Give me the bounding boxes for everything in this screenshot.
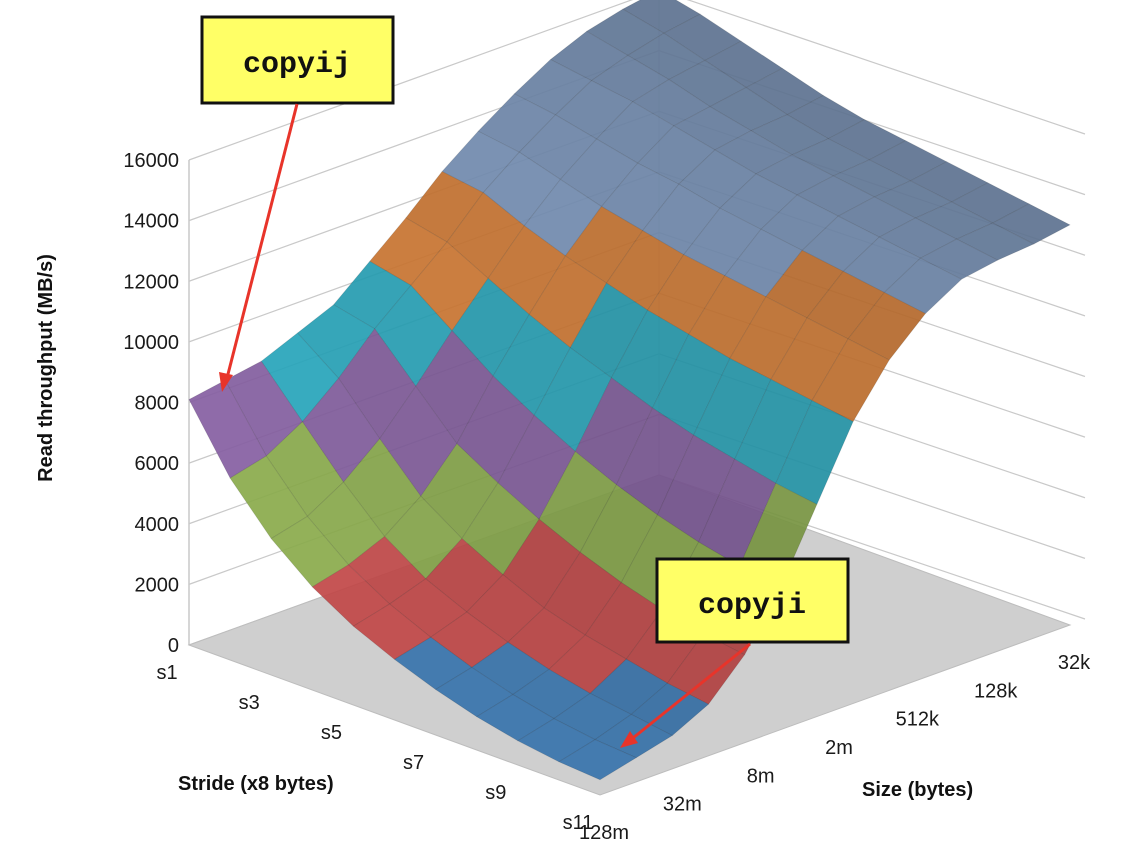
stride-tick-label: s7 [403,752,424,774]
copyij-arrow-head [219,372,233,392]
throughput-surface [188,0,1071,781]
stride-axis-title: Stride (x8 bytes) [178,773,334,795]
size-tick-label: 2m [825,737,853,759]
size-tick-label: 128k [974,680,1018,702]
copyji-arrow [627,642,751,744]
z-tick-label: 8000 [135,393,180,415]
size-tick-label: 512k [896,709,940,731]
surface-cell [558,739,638,781]
copyji-label: copyji [698,589,806,623]
copyji-arrow-head [620,731,638,748]
z-tick-label: 4000 [135,514,180,536]
size-axis-title: Size (bytes) [862,779,973,801]
z-tick-label: 0 [168,635,179,657]
copyij-label-box [200,15,395,105]
stride-tick-label: s9 [485,782,506,804]
size-tick-label: 32m [663,794,702,816]
z-tick-label: 14000 [123,211,179,233]
stride-tick-label: s3 [239,692,260,714]
z-tick-label: 12000 [123,271,179,293]
stride-tick-label: s5 [321,722,342,744]
copyij-callout: copyij [200,15,395,392]
copyij-label: copyij [243,48,351,82]
copyij-arrow [224,103,299,383]
size-tick-label: 32k [1058,652,1091,674]
size-tick-label: 128m [579,822,629,844]
stride-tick-label: s1 [156,662,177,684]
stride-tick-label: s11 [563,812,594,834]
z-tick-label: 2000 [135,574,180,596]
copyji-label-box [655,557,850,644]
z-axis-title: Read throughput (MB/s) [35,254,57,482]
z-tick-label: 10000 [123,332,179,354]
axis-ticks: 0 2000 4000 6000 8000 10000 12000 14000 16000 s1 s… [123,150,1091,844]
copyji-callout: copyji [620,557,850,748]
z-tick-label: 16000 [123,150,179,172]
size-tick-label: 8m [747,765,775,787]
z-tick-label: 6000 [135,453,180,475]
